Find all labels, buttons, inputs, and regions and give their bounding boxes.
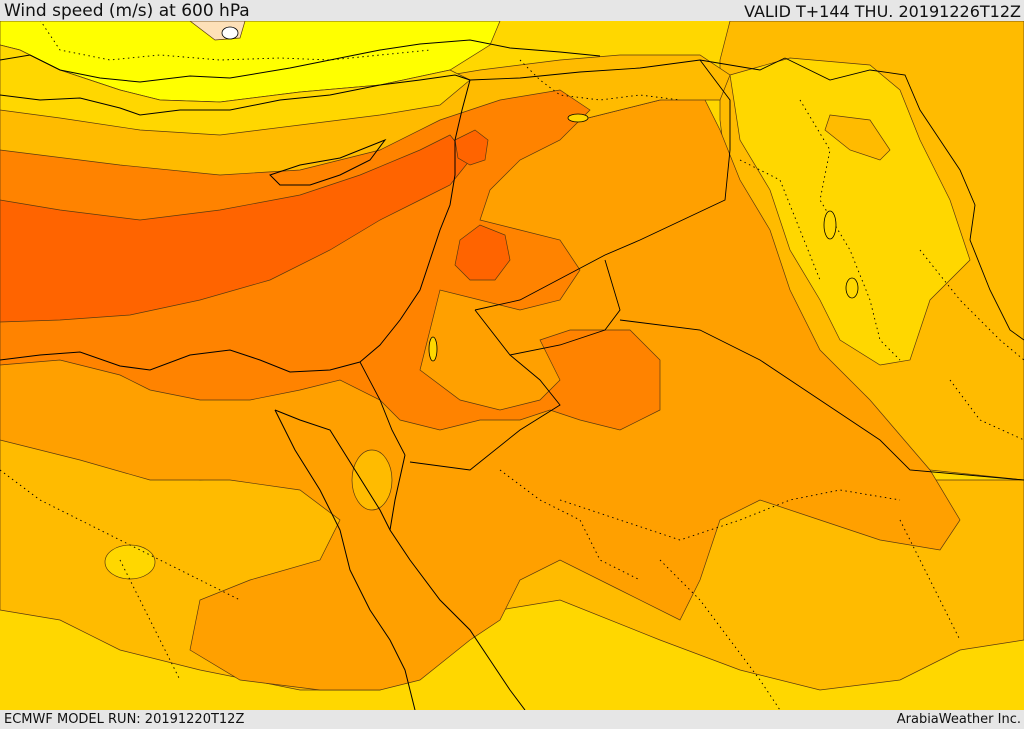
wind-zone-light-blob-sinai <box>351 449 393 511</box>
wind-zone-dark-levant-a <box>454 129 489 166</box>
map-title: Wind speed (m/s) at 600 hPa <box>4 1 250 21</box>
boundary-east-b <box>949 379 1024 441</box>
border-syria-iraq <box>474 59 731 311</box>
coast-cyprus <box>269 138 387 186</box>
coast-egypt-north <box>0 349 361 373</box>
border-egypt-israel <box>359 361 406 456</box>
border-turkey-syria <box>469 57 786 81</box>
valid-time: VALID T+144 THU. 20191226T12Z <box>744 2 1021 21</box>
lake-tharthar <box>823 210 837 240</box>
coast-turkey-south <box>0 74 471 116</box>
inland-water <box>221 26 859 362</box>
coast-gulf-of-suez <box>274 409 391 531</box>
wind-zone-mid-dark-jet <box>0 89 661 431</box>
coast-red-sea-west <box>274 409 416 710</box>
border-jordan <box>474 259 621 356</box>
map-header: Wind speed (m/s) at 600 hPa VALID T+144 … <box>0 0 1024 21</box>
coast-turkey-north <box>0 39 601 83</box>
credit: ArabiaWeather Inc. <box>896 712 1021 727</box>
wind-speed-map[interactable] <box>0 21 1024 710</box>
wind-zone-light-blob-north-east <box>824 114 891 161</box>
lake-van <box>221 26 239 40</box>
wind-zone-light-north-strip <box>0 44 471 136</box>
coast-red-sea-east <box>389 454 526 710</box>
boundary-egypt-a <box>0 469 241 601</box>
internal-boundaries <box>0 21 1024 710</box>
boundary-east-a <box>919 249 1024 361</box>
dead-sea <box>428 336 438 362</box>
wind-zone-dark-jet-core <box>0 134 471 323</box>
coastlines <box>0 39 601 710</box>
border-jordan-saudi <box>409 354 561 471</box>
lake-assad <box>567 113 589 123</box>
boundary-iraq-b <box>739 159 821 281</box>
wind-zone-light-northeast <box>729 57 971 366</box>
wind-zone-light-blob-west <box>104 544 156 580</box>
map-svg <box>0 21 1024 710</box>
coast-levant <box>359 79 471 363</box>
model-run: ECMWF MODEL RUN: 20191220T12Z <box>4 712 245 727</box>
boundary-turkey-a <box>519 59 681 101</box>
boundary-north-a <box>40 21 431 61</box>
border-saudi-iraq <box>619 319 1024 481</box>
map-footer: ECMWF MODEL RUN: 20191220T12Z ArabiaWeat… <box>0 710 1024 729</box>
political-borders <box>359 57 1024 481</box>
border-iraq-iran <box>784 57 1024 341</box>
lake-habbaniyah <box>845 277 859 299</box>
wind-zone-dark-levant-b <box>454 224 511 281</box>
